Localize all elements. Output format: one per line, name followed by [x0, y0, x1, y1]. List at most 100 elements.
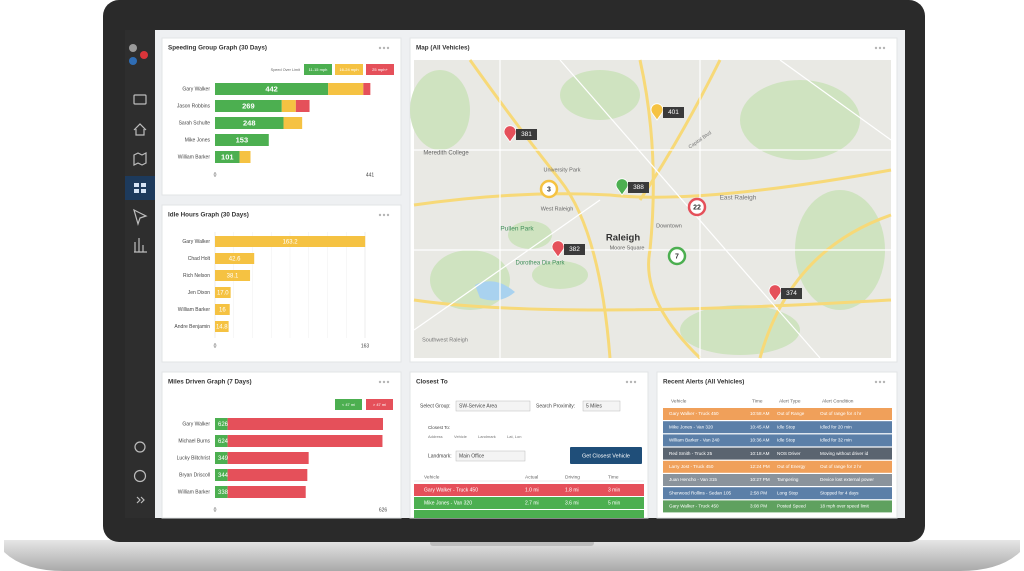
- panel-menu[interactable]: [874, 46, 878, 50]
- alert-row[interactable]: [663, 460, 892, 473]
- table-cell: 10:58 AM: [750, 411, 770, 416]
- alert-row[interactable]: [663, 487, 892, 500]
- bar: [281, 100, 296, 112]
- panel-menu[interactable]: [878, 46, 882, 50]
- map[interactable]: [410, 59, 892, 360]
- nav-settings[interactable]: [134, 441, 146, 453]
- vehicle-id[interactable]: 382: [569, 246, 580, 253]
- category-label: Rich Nelson: [183, 273, 210, 279]
- panel-menu[interactable]: [625, 380, 629, 384]
- alert-row[interactable]: [663, 500, 892, 513]
- vehicle-tag[interactable]: [516, 129, 537, 140]
- panel-menu[interactable]: [874, 380, 878, 384]
- vehicle-pin[interactable]: [615, 178, 629, 196]
- panel-menu[interactable]: [633, 380, 637, 384]
- category-label: Sarah Schulte: [179, 120, 211, 126]
- bar-label: 14.8: [216, 325, 228, 331]
- nav-map[interactable]: [133, 152, 147, 166]
- dropdown-value[interactable]: SW-Service Area: [459, 403, 497, 409]
- bar: [215, 100, 282, 112]
- panel-menu[interactable]: [882, 46, 886, 50]
- button[interactable]: [570, 447, 642, 464]
- table-cell: Out of Energy: [777, 464, 806, 469]
- alert-row[interactable]: [663, 447, 892, 460]
- vehicle-tag[interactable]: [564, 244, 585, 255]
- dropdown-value[interactable]: 5 Miles: [586, 403, 602, 409]
- x-tick-label: 0: [214, 507, 217, 513]
- table-cell: Stopped for 4 days: [820, 490, 859, 495]
- radio-option[interactable]: Vehicle: [454, 434, 468, 439]
- table-cell: 1.0 mi: [525, 487, 539, 493]
- bar: [227, 486, 306, 498]
- column-header: Alert Condition: [822, 398, 854, 404]
- table-cell: 10:45 AM: [750, 424, 770, 429]
- radio-option[interactable]: Address: [428, 434, 443, 439]
- vehicle-pin[interactable]: [503, 125, 517, 143]
- vehicle-tag[interactable]: [781, 288, 802, 299]
- cluster-count[interactable]: 3: [547, 186, 551, 193]
- vehicle-id[interactable]: 381: [521, 131, 532, 138]
- dropdown[interactable]: [455, 400, 531, 412]
- vehicle-id[interactable]: 374: [786, 290, 797, 297]
- vehicle-cluster[interactable]: [687, 197, 707, 217]
- panel-menu[interactable]: [386, 213, 390, 217]
- panel-menu[interactable]: [382, 213, 386, 217]
- category-label: Andre Benjamin: [174, 324, 210, 330]
- cluster-count[interactable]: 22: [693, 204, 701, 211]
- panel-menu[interactable]: [386, 46, 390, 50]
- vehicle-tag[interactable]: [663, 107, 684, 118]
- table-row[interactable]: [414, 510, 644, 518]
- x-tick-label: 626: [379, 507, 388, 513]
- alert-row[interactable]: [663, 474, 892, 486]
- column-header: Time: [752, 398, 763, 404]
- bar: [363, 83, 371, 95]
- nav-help[interactable]: [133, 469, 147, 483]
- nav-messages[interactable]: [133, 94, 147, 105]
- bar: [215, 452, 228, 464]
- nav-dashboard[interactable]: [141, 183, 146, 187]
- vehicle-tag[interactable]: [628, 182, 649, 193]
- nav-home[interactable]: [133, 123, 147, 136]
- table-cell: Out of Range: [777, 411, 805, 416]
- vehicle-cluster[interactable]: [539, 179, 559, 199]
- map-place: West Raleigh: [541, 206, 574, 212]
- vehicle-pin[interactable]: [768, 284, 782, 302]
- panel-menu[interactable]: [882, 380, 886, 384]
- panel-menu[interactable]: [878, 380, 882, 384]
- table-cell: 12:24 PM: [750, 464, 770, 469]
- button-label[interactable]: Get Closest Vehicle: [582, 453, 630, 459]
- nav-reports[interactable]: [134, 238, 147, 253]
- bar: [227, 418, 383, 430]
- panel-menu[interactable]: [378, 46, 382, 50]
- vehicle-pin[interactable]: [551, 240, 565, 258]
- alert-row[interactable]: [663, 408, 892, 420]
- alert-row[interactable]: [663, 421, 892, 434]
- panel-menu[interactable]: [629, 380, 633, 384]
- panel-menu[interactable]: [382, 46, 386, 50]
- vehicle-pin[interactable]: [650, 103, 664, 121]
- panel-menu[interactable]: [378, 380, 382, 384]
- nav-expand[interactable]: [136, 496, 145, 504]
- radio-option[interactable]: Lat, Lon: [507, 434, 521, 439]
- nav-dashboard[interactable]: [134, 189, 139, 193]
- vehicle-id[interactable]: 401: [668, 109, 679, 116]
- alert-row[interactable]: [663, 434, 892, 447]
- panel-menu[interactable]: [378, 213, 382, 217]
- nav-alerts[interactable]: [133, 208, 148, 227]
- table-row[interactable]: [414, 497, 644, 509]
- panel-idle: [161, 204, 402, 363]
- table-cell: 10:18 AM: [750, 451, 770, 456]
- panel-menu[interactable]: [382, 380, 386, 384]
- vehicle-id[interactable]: 388: [633, 184, 644, 191]
- vehicle-cluster[interactable]: [667, 246, 687, 266]
- panel-menu[interactable]: [386, 380, 390, 384]
- nav-dashboard[interactable]: [134, 183, 139, 187]
- cluster-count[interactable]: 7: [675, 253, 679, 260]
- dropdown[interactable]: [582, 400, 621, 412]
- nav-dashboard[interactable]: [141, 189, 146, 193]
- table-row[interactable]: [414, 484, 644, 496]
- radio-option[interactable]: Landmark: [478, 434, 496, 439]
- logo-dot: [129, 57, 137, 65]
- dropdown[interactable]: [455, 450, 526, 462]
- dropdown-value[interactable]: Main Office: [459, 453, 484, 459]
